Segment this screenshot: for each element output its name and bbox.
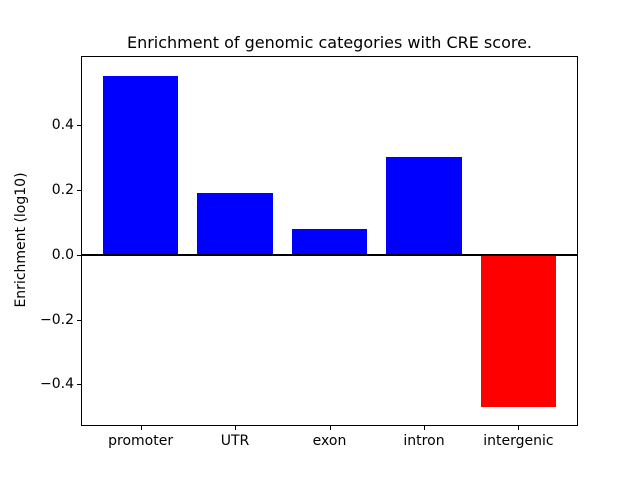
x-tick-mark bbox=[424, 426, 425, 430]
y-tick-mark bbox=[77, 255, 81, 256]
y-tick-mark bbox=[77, 125, 81, 126]
x-tick-label-exon: exon bbox=[312, 433, 347, 449]
x-tick-label-promoter: promoter bbox=[108, 433, 174, 449]
bar-intergenic bbox=[480, 254, 557, 408]
y-tick-label: −0.4 bbox=[40, 376, 74, 393]
bar-intron bbox=[386, 157, 462, 255]
x-tick-mark bbox=[141, 426, 142, 430]
x-tick-mark bbox=[330, 426, 331, 430]
chart-title: Enrichment of genomic categories with CR… bbox=[126, 33, 533, 52]
x-tick-mark bbox=[518, 426, 519, 430]
y-tick-label: 0.4 bbox=[51, 116, 74, 133]
y-tick-mark bbox=[77, 190, 81, 191]
bar-exon bbox=[291, 228, 368, 255]
y-tick-mark bbox=[77, 320, 81, 321]
plot-area bbox=[81, 56, 578, 426]
zero-baseline bbox=[82, 253, 577, 256]
x-tick-mark bbox=[235, 426, 236, 430]
y-tick-label: 0.2 bbox=[51, 181, 74, 198]
bar-promoter bbox=[102, 76, 179, 255]
x-tick-label-intergenic: intergenic bbox=[483, 433, 554, 449]
bar-UTR bbox=[197, 193, 273, 255]
y-tick-label: 0.0 bbox=[51, 246, 74, 263]
x-tick-label-UTR: UTR bbox=[220, 433, 250, 449]
y-tick-label: −0.2 bbox=[40, 311, 74, 328]
x-tick-label-intron: intron bbox=[403, 433, 445, 449]
y-tick-mark bbox=[77, 384, 81, 385]
